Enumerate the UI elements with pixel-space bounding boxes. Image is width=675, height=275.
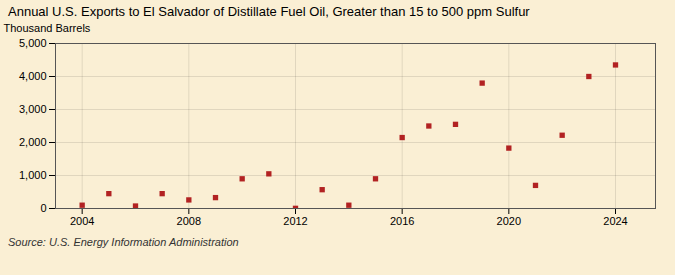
svg-text:2024: 2024 — [603, 215, 627, 227]
html-text:Source: U.S. Energy Informatio: Source: U.S. Energy Information Administ… — [8, 236, 239, 248]
svg-text:3,000: 3,000 — [19, 103, 47, 115]
svg-text:5,000: 5,000 — [19, 37, 47, 49]
svg-text:2012: 2012 — [283, 215, 307, 227]
svg-text:2020: 2020 — [497, 215, 521, 227]
html-text:Annual U.S. Exports to El Salv: Annual U.S. Exports to El Salvador of Di… — [8, 4, 530, 19]
svg-text:2,000: 2,000 — [19, 136, 47, 148]
svg-text:4,000: 4,000 — [19, 70, 47, 82]
svg-text:2004: 2004 — [70, 215, 94, 227]
svg-text:2008: 2008 — [177, 215, 201, 227]
svg-text:1,000: 1,000 — [19, 169, 47, 181]
svg-text:Thousand Barrels: Thousand Barrels — [4, 22, 91, 34]
svg-text:0: 0 — [40, 202, 46, 214]
svg-text:2016: 2016 — [390, 215, 414, 227]
